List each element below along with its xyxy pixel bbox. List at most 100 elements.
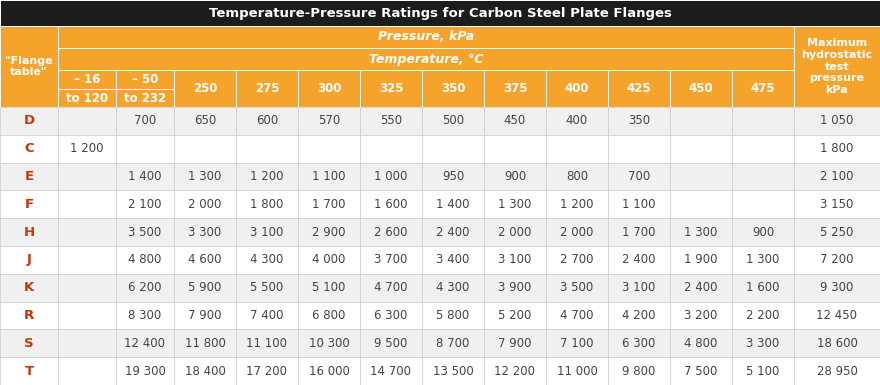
Text: Temperature, °C: Temperature, °C — [369, 52, 483, 65]
Text: 2 000: 2 000 — [498, 226, 532, 239]
Bar — [58, 26, 794, 48]
Bar — [546, 107, 608, 135]
Text: 2 400: 2 400 — [436, 226, 470, 239]
Text: 4 600: 4 600 — [188, 253, 222, 266]
Bar — [116, 330, 174, 357]
Text: H: H — [24, 226, 34, 239]
Bar — [422, 246, 484, 274]
Bar — [58, 107, 116, 135]
Bar — [422, 330, 484, 357]
Text: 5 200: 5 200 — [498, 309, 532, 322]
Bar — [608, 274, 670, 301]
Bar — [298, 135, 360, 162]
Text: 5 100: 5 100 — [746, 365, 780, 378]
Bar — [58, 162, 116, 191]
Bar — [794, 162, 880, 191]
Text: 1 200: 1 200 — [70, 142, 104, 155]
Text: 7 100: 7 100 — [561, 337, 594, 350]
Text: 3 500: 3 500 — [128, 226, 162, 239]
Bar — [0, 218, 58, 246]
Text: 11 100: 11 100 — [246, 337, 288, 350]
Bar — [116, 162, 174, 191]
Text: 1 300: 1 300 — [498, 198, 532, 211]
Text: 650: 650 — [194, 114, 216, 127]
Text: 18 400: 18 400 — [185, 365, 225, 378]
Bar — [794, 191, 880, 218]
Text: J: J — [26, 253, 32, 266]
Bar — [422, 135, 484, 162]
Text: 450: 450 — [689, 82, 714, 95]
Bar — [298, 274, 360, 301]
Text: 570: 570 — [318, 114, 341, 127]
Text: 1 700: 1 700 — [622, 226, 656, 239]
Bar — [236, 107, 298, 135]
Bar — [794, 135, 880, 162]
Bar — [794, 26, 880, 107]
Bar — [608, 246, 670, 274]
Bar — [732, 162, 794, 191]
Text: 700: 700 — [627, 170, 650, 183]
Bar — [174, 246, 236, 274]
Bar — [422, 274, 484, 301]
Bar — [732, 218, 794, 246]
Bar — [608, 301, 670, 330]
Text: 4 200: 4 200 — [622, 309, 656, 322]
Text: 3 500: 3 500 — [561, 281, 594, 294]
Bar — [484, 246, 546, 274]
Text: 7 400: 7 400 — [250, 309, 283, 322]
Bar — [236, 191, 298, 218]
Text: 900: 900 — [504, 170, 526, 183]
Bar — [732, 274, 794, 301]
Text: to 120: to 120 — [66, 92, 108, 104]
Bar — [422, 191, 484, 218]
Bar — [794, 274, 880, 301]
Bar — [608, 357, 670, 385]
Text: 2 400: 2 400 — [685, 281, 718, 294]
Text: 4 800: 4 800 — [685, 337, 718, 350]
Text: 5 500: 5 500 — [251, 281, 283, 294]
Bar — [174, 162, 236, 191]
Bar — [360, 135, 422, 162]
Text: 1 300: 1 300 — [188, 170, 222, 183]
Text: 700: 700 — [134, 114, 156, 127]
Text: 400: 400 — [565, 82, 590, 95]
Bar — [794, 357, 880, 385]
Text: 9 800: 9 800 — [622, 365, 656, 378]
Text: 14 700: 14 700 — [370, 365, 412, 378]
Bar — [58, 357, 116, 385]
Bar — [484, 70, 546, 107]
Text: 1 300: 1 300 — [685, 226, 718, 239]
Text: – 16: – 16 — [74, 73, 100, 86]
Bar — [0, 246, 58, 274]
Bar — [116, 135, 174, 162]
Text: 9 500: 9 500 — [374, 337, 407, 350]
Bar — [732, 107, 794, 135]
Text: 1 700: 1 700 — [312, 198, 346, 211]
Text: 4 300: 4 300 — [250, 253, 283, 266]
Text: 400: 400 — [566, 114, 588, 127]
Bar — [546, 330, 608, 357]
Text: 5 250: 5 250 — [820, 226, 854, 239]
Text: 1 200: 1 200 — [250, 170, 283, 183]
Text: 3 100: 3 100 — [250, 226, 283, 239]
Bar — [360, 107, 422, 135]
Bar — [58, 191, 116, 218]
Text: 1 600: 1 600 — [374, 198, 407, 211]
Bar — [670, 301, 732, 330]
Text: 2 900: 2 900 — [312, 226, 346, 239]
Text: 275: 275 — [254, 82, 279, 95]
Bar — [174, 274, 236, 301]
Bar — [422, 218, 484, 246]
Bar — [608, 162, 670, 191]
Text: 7 500: 7 500 — [685, 365, 718, 378]
Bar — [116, 89, 174, 107]
Text: 6 300: 6 300 — [622, 337, 656, 350]
Text: 5 900: 5 900 — [188, 281, 222, 294]
Bar — [670, 274, 732, 301]
Text: 500: 500 — [442, 114, 464, 127]
Bar — [360, 162, 422, 191]
Bar — [732, 191, 794, 218]
Text: 11 000: 11 000 — [556, 365, 598, 378]
Bar — [0, 26, 58, 107]
Text: 1 600: 1 600 — [746, 281, 780, 294]
